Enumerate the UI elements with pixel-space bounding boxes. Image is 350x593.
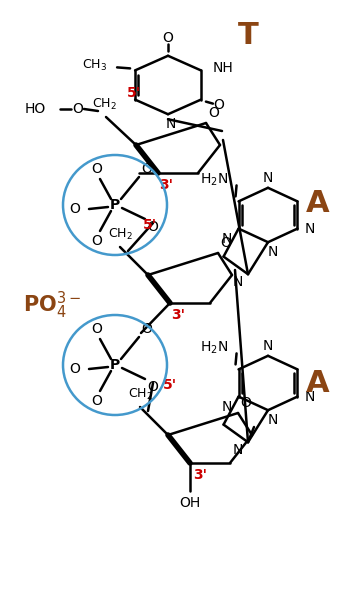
Text: HO: HO bbox=[25, 102, 46, 116]
Text: CH$_2$: CH$_2$ bbox=[127, 387, 153, 401]
Text: N: N bbox=[233, 443, 243, 457]
Text: O: O bbox=[209, 106, 219, 120]
Text: N: N bbox=[304, 222, 315, 235]
Text: N: N bbox=[268, 245, 278, 259]
Text: O: O bbox=[148, 380, 159, 394]
Text: CH$_3$: CH$_3$ bbox=[82, 58, 107, 73]
Text: N: N bbox=[233, 275, 243, 289]
Text: N: N bbox=[263, 339, 273, 353]
Text: OH: OH bbox=[179, 496, 201, 510]
Text: P: P bbox=[110, 198, 120, 212]
Text: O: O bbox=[72, 102, 83, 116]
Text: N: N bbox=[263, 171, 273, 185]
Text: O: O bbox=[148, 220, 159, 234]
Text: 3': 3' bbox=[193, 468, 207, 482]
Text: CH$_2$: CH$_2$ bbox=[92, 97, 117, 111]
Text: O: O bbox=[92, 234, 103, 248]
Text: O: O bbox=[92, 394, 103, 408]
Text: O: O bbox=[141, 322, 153, 336]
Text: O: O bbox=[214, 98, 224, 111]
Text: H$_2$N: H$_2$N bbox=[201, 339, 229, 356]
Text: O: O bbox=[240, 396, 251, 410]
Text: 3': 3' bbox=[171, 308, 185, 322]
Text: PO$_4^{3-}$: PO$_4^{3-}$ bbox=[23, 289, 81, 321]
Text: O: O bbox=[220, 236, 231, 250]
Text: 5': 5' bbox=[163, 378, 177, 392]
Text: N: N bbox=[221, 232, 232, 246]
Text: A: A bbox=[306, 189, 330, 218]
Text: O: O bbox=[70, 202, 80, 216]
Text: O: O bbox=[92, 162, 103, 176]
Text: N: N bbox=[166, 117, 176, 131]
Text: H$_2$N: H$_2$N bbox=[201, 171, 229, 187]
Text: P: P bbox=[110, 358, 120, 372]
Text: O: O bbox=[141, 162, 153, 176]
Text: N: N bbox=[221, 400, 232, 413]
Text: NH: NH bbox=[212, 62, 233, 75]
Text: N: N bbox=[268, 413, 278, 427]
Text: O: O bbox=[70, 362, 80, 376]
Text: O: O bbox=[92, 322, 103, 336]
Text: T: T bbox=[238, 21, 258, 49]
Text: 3': 3' bbox=[159, 178, 173, 192]
Text: CH$_2$: CH$_2$ bbox=[107, 227, 132, 241]
Text: A: A bbox=[306, 368, 330, 397]
Text: O: O bbox=[162, 31, 174, 44]
Text: 5': 5' bbox=[143, 218, 157, 232]
Text: 5': 5' bbox=[127, 86, 141, 100]
Text: N: N bbox=[304, 390, 315, 404]
